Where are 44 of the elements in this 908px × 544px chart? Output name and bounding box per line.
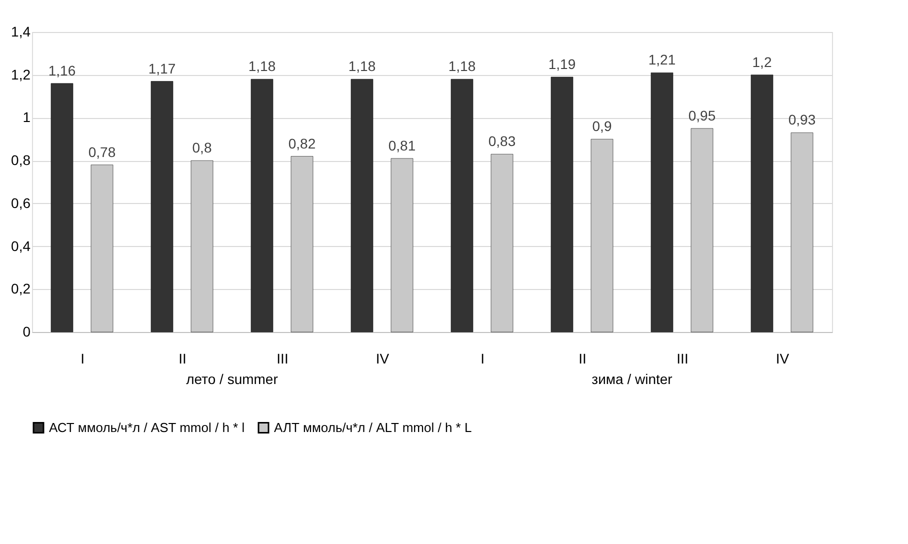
data-label: 1,21 [648,52,676,68]
data-label: 0,8 [192,140,212,156]
data-label: 1,2 [752,54,772,70]
data-label: 1,16 [48,62,76,78]
x-tick-label: I [80,350,84,366]
legend-label: АСТ ммоль/ч*л / AST mmol / h * l [49,420,245,435]
y-tick-label: 1,4 [11,24,31,40]
data-label: 0,9 [592,118,612,134]
legend-label: АЛТ ммоль/ч*л / ALT mmol / h * L [274,420,472,435]
x-tick-label: IV [776,350,790,366]
data-label: 0,82 [288,135,316,152]
data-label: 1,19 [548,56,576,72]
x-tick-label: II [578,350,586,366]
data-label: 1,18 [448,58,476,74]
data-label: 0,83 [488,133,516,150]
y-tick-label: 1 [22,109,31,126]
data-label: 1,18 [348,58,376,74]
bar [50,83,74,332]
y-tick-label: 0,2 [11,280,31,297]
x-tick-label: I [480,350,484,366]
bar [450,78,474,332]
bar [250,78,274,332]
text: зима / winter [592,371,673,387]
x-tick-label: II [178,350,186,366]
y-tick-label: 0,4 [11,238,31,254]
bar [550,76,574,332]
x-tick-label: III [676,350,688,366]
data-label: 1,17 [148,60,176,76]
data-label: 0,81 [388,137,416,154]
text: лето / summer [186,371,278,387]
data-label: 0,78 [88,144,116,160]
data-label: 0,93 [788,112,816,128]
x-tick-label: III [276,350,288,366]
y-tick-label: 0,8 [11,152,31,168]
y-tick-label: 0 [22,324,31,340]
bar [350,78,374,332]
x-tick-label: IV [376,350,390,366]
bar [150,81,174,332]
data-label: 0,95 [688,107,716,124]
data-label: 1,18 [248,58,276,74]
bar [650,72,674,332]
bar [750,74,774,332]
y-tick-label: 0,6 [11,194,31,211]
y-tick-label: 1,2 [11,66,31,82]
